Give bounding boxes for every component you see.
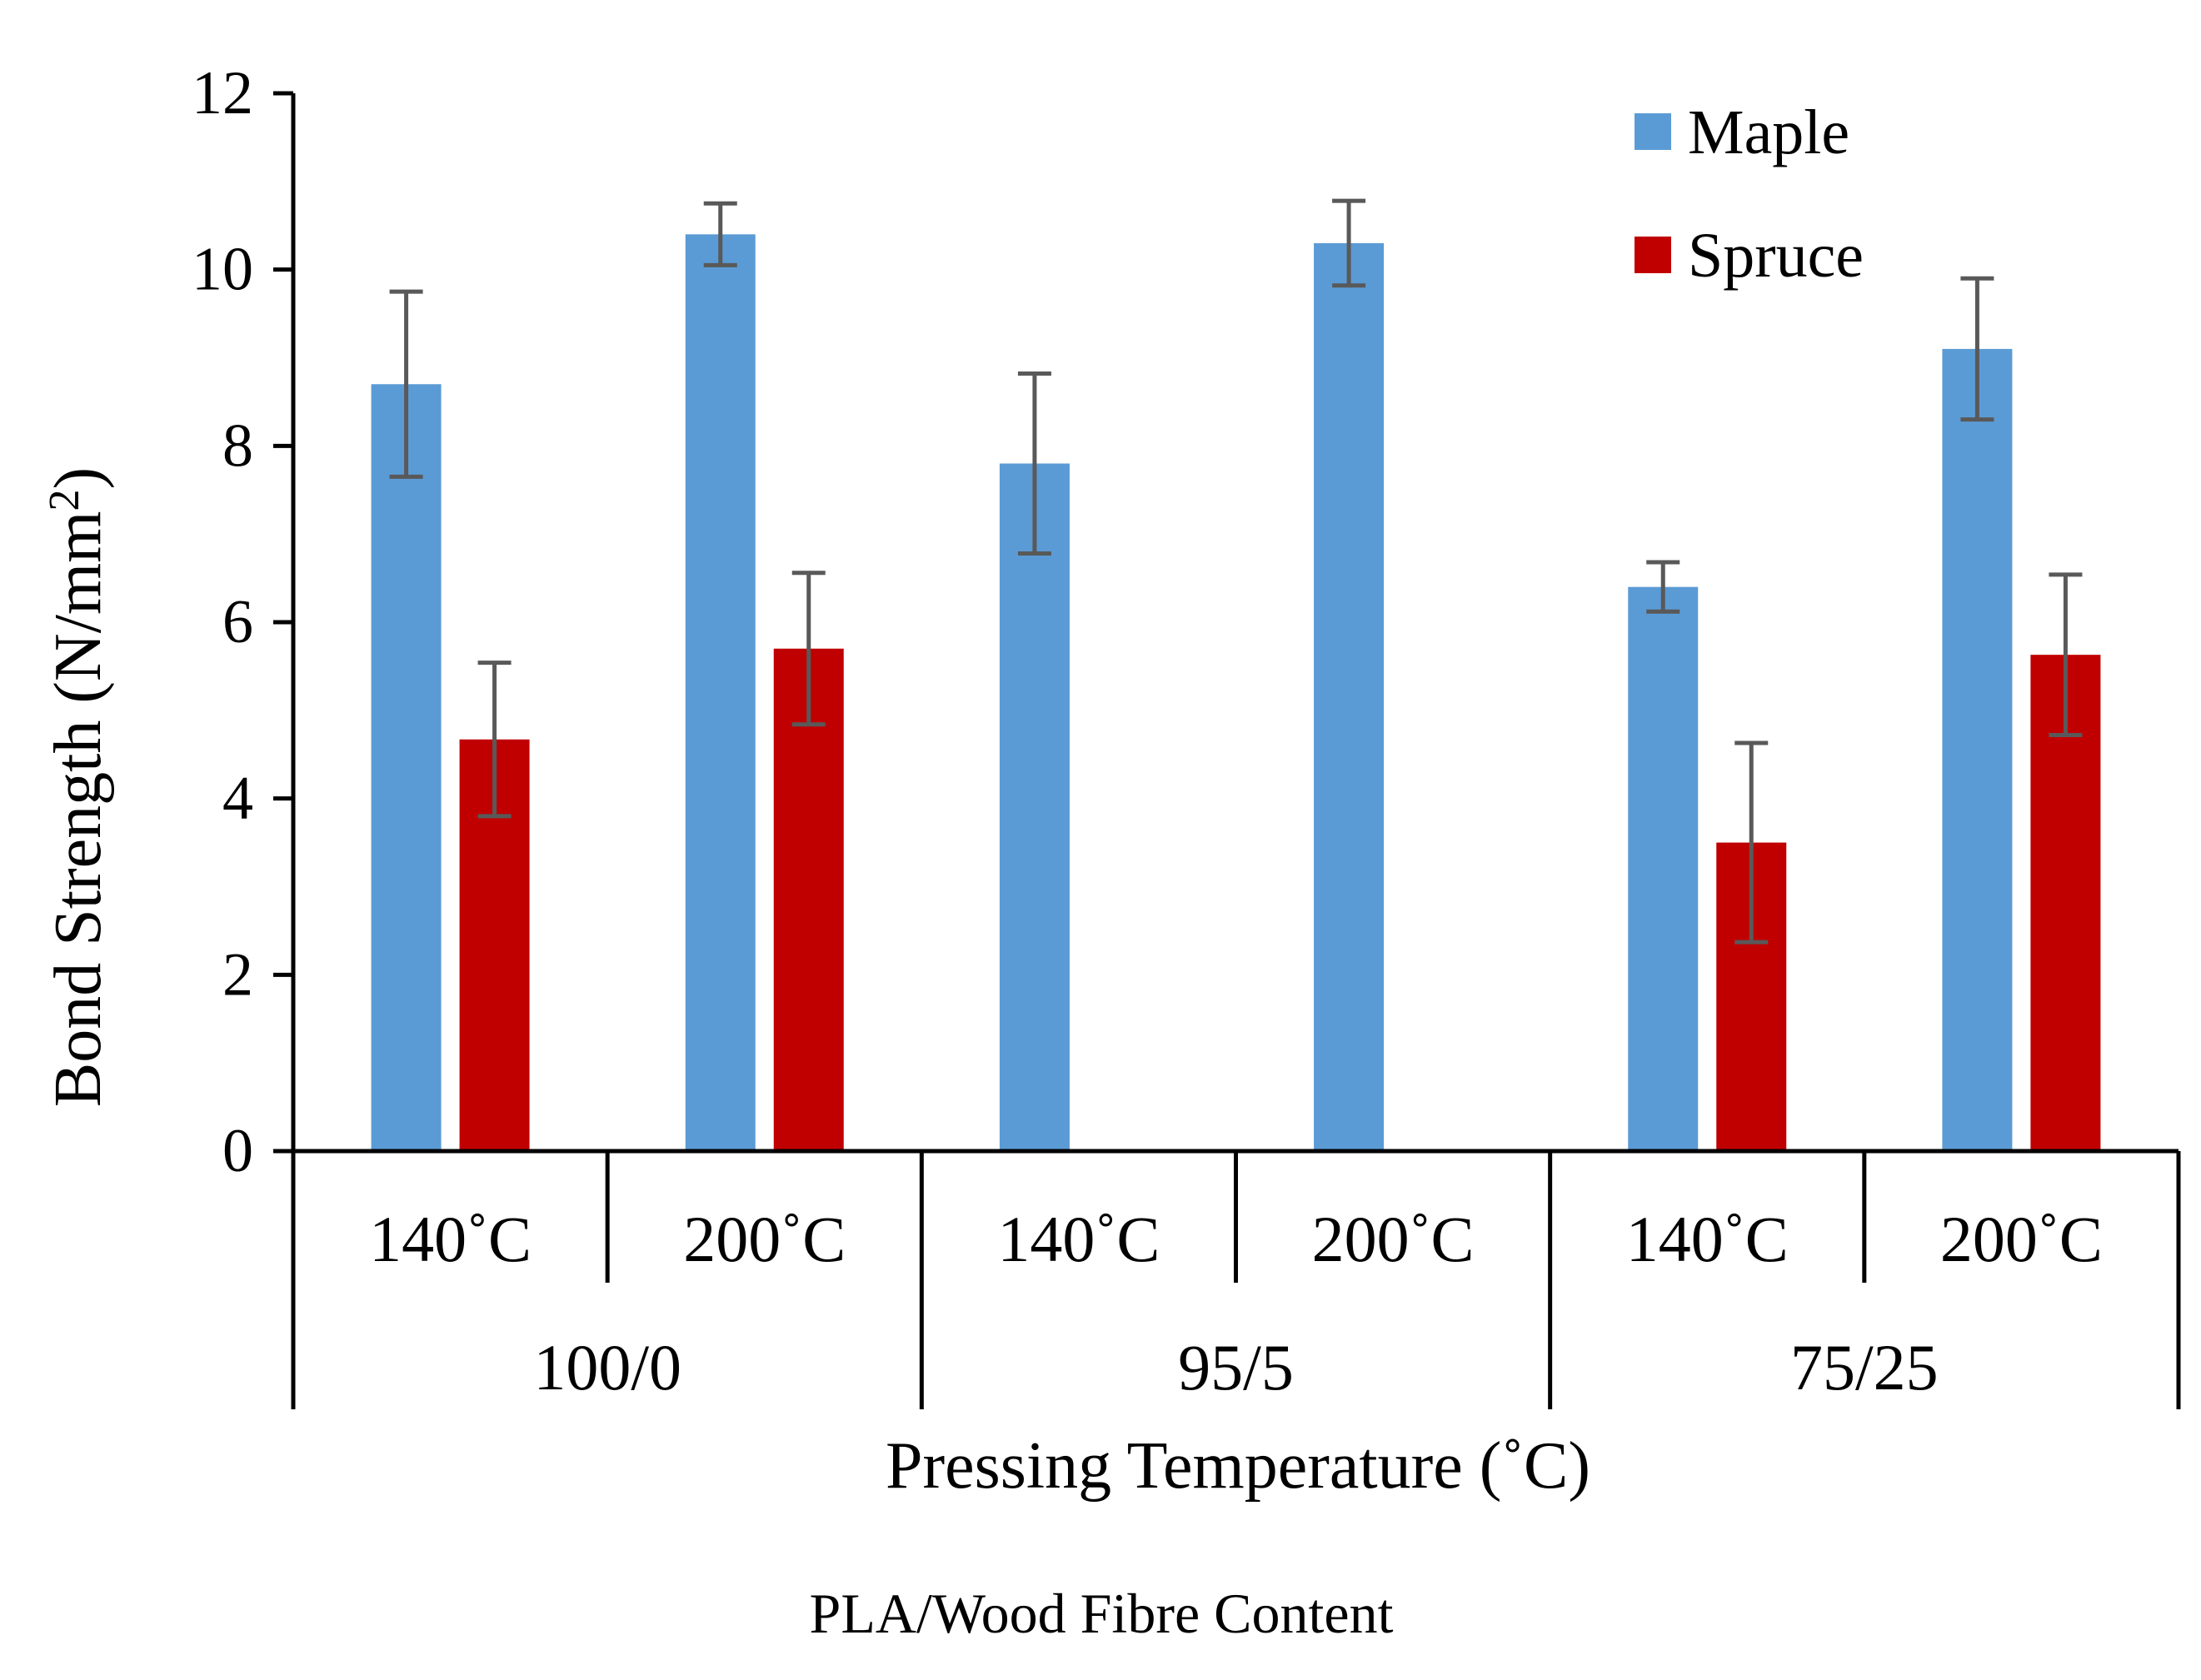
legend-label-spruce: Spruce <box>1688 221 1864 291</box>
y-tick-label: 6 <box>222 588 253 656</box>
y-tick-label: 2 <box>222 940 253 1009</box>
y-tick-label: 12 <box>192 59 253 127</box>
bar-maple <box>999 463 1070 1151</box>
legend-swatch-maple <box>1635 113 1671 150</box>
plot-area <box>371 198 2101 1152</box>
bar-spruce <box>2030 655 2101 1151</box>
y-tick-label: 0 <box>222 1117 253 1185</box>
bar-spruce <box>773 648 844 1151</box>
x-subcategory-label: 200˚C <box>1312 1203 1475 1275</box>
bar-maple <box>1942 348 2013 1152</box>
bar-maple <box>371 384 442 1151</box>
bar-maple <box>685 234 756 1151</box>
x-subcategory-label: 200˚C <box>683 1203 846 1275</box>
bar-maple <box>1314 242 1385 1152</box>
y-tick-label: 8 <box>222 411 253 480</box>
x-group-label: 75/25 <box>1790 1331 1939 1403</box>
legend: Maple Spruce <box>1635 97 1864 291</box>
x-subcategory-label: 200˚C <box>1940 1203 2103 1275</box>
x-group-label: 95/5 <box>1178 1331 1294 1403</box>
legend-label-maple: Maple <box>1688 97 1849 167</box>
bar-maple <box>1628 586 1699 1151</box>
y-tick-label: 10 <box>192 236 253 304</box>
x-axis-title: Pressing Temperature (˚C) <box>886 1429 1590 1503</box>
footnote-label: PLA/Wood Fibre Content <box>810 1582 1394 1645</box>
x-group-label: 100/0 <box>533 1331 681 1403</box>
y-axis-title-superscript: 2 <box>41 490 88 511</box>
x-subcategory-label: 140˚C <box>997 1203 1160 1275</box>
y-tick-label: 4 <box>222 765 253 833</box>
y-axis-title-main: Bond Strength (N/mm <box>42 511 115 1108</box>
axis-titles: Pressing Temperature (˚C) PLA/Wood Fibre… <box>41 467 1590 1645</box>
y-axis-title-end: ) <box>42 467 115 490</box>
x-subcategory-label: 140˚C <box>1626 1203 1789 1275</box>
x-subcategory-label: 140˚C <box>369 1203 532 1275</box>
y-axis-title: Bond Strength (N/mm2) <box>41 467 115 1107</box>
legend-swatch-spruce <box>1635 237 1671 273</box>
